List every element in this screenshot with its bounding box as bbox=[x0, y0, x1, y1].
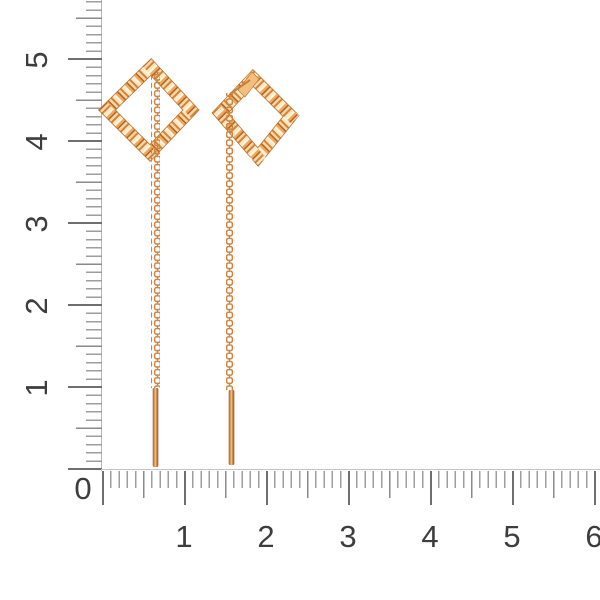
right-earring-chain bbox=[226, 93, 235, 390]
right-earring-thread-fold bbox=[237, 71, 260, 98]
horizontal-ruler-baseline bbox=[101, 469, 600, 471]
ruler-origin-label: 0 bbox=[74, 470, 92, 506]
left-earring-bar bbox=[152, 388, 159, 467]
left-earring-chain bbox=[151, 72, 160, 388]
horizontal-ruler-label-4: 4 bbox=[421, 518, 439, 554]
right-earring bbox=[211, 68, 300, 465]
horizontal-ruler-label-6: 6 bbox=[585, 518, 600, 554]
horizontal-ruler-label-3: 3 bbox=[339, 518, 357, 554]
left-earring-diamond-facets bbox=[99, 59, 199, 161]
right-earring-bar bbox=[228, 390, 235, 465]
left-earring-diamond-facets bbox=[99, 59, 199, 161]
horizontal-ruler-label-1: 1 bbox=[175, 518, 193, 554]
horizontal-ruler-label-5: 5 bbox=[503, 518, 521, 554]
right-earring-thread-wire bbox=[229, 79, 251, 95]
left-earring-diamond-outline bbox=[98, 57, 200, 163]
left-earring bbox=[98, 57, 200, 467]
horizontal-ruler-label-2: 2 bbox=[257, 518, 275, 554]
